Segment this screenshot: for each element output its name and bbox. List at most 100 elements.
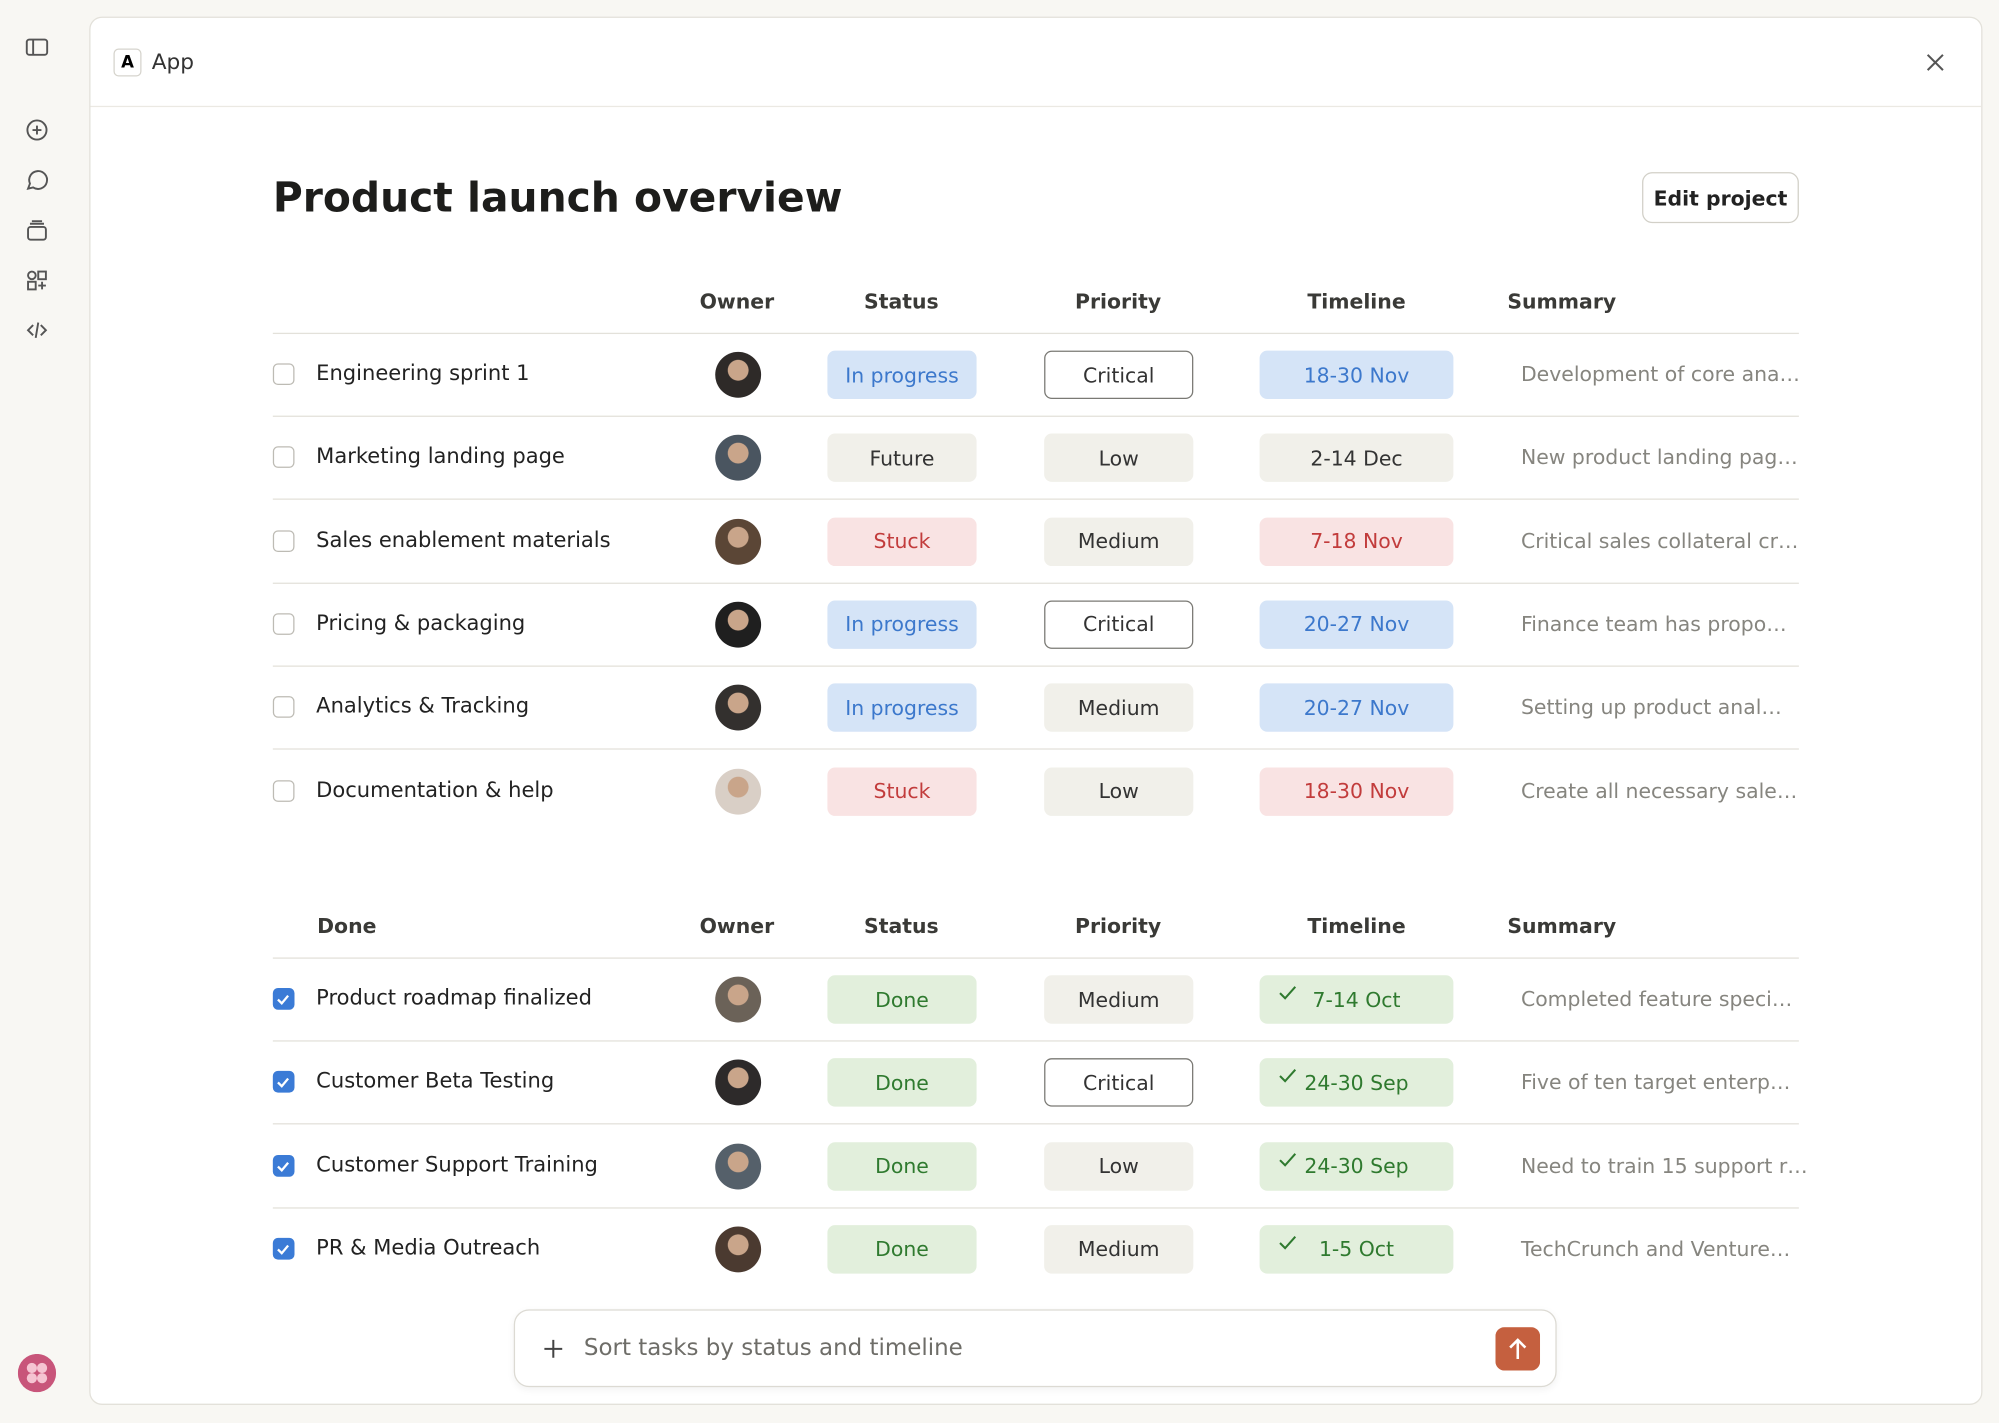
- task-name: Documentation & help: [316, 777, 554, 802]
- task-name: Customer Beta Testing: [316, 1068, 555, 1093]
- task-checkbox[interactable]: [272, 988, 295, 1010]
- page-title: Product launch overview: [272, 173, 843, 222]
- timeline-text: 20-27 Nov: [1303, 695, 1410, 720]
- task-summary: Create all necessary sale…: [1520, 778, 1798, 803]
- artifacts-icon[interactable]: [24, 268, 49, 293]
- owner-avatar: [715, 976, 762, 1023]
- check: [277, 1244, 290, 1255]
- status-pill: Done: [827, 1058, 977, 1107]
- owner-avatar: [715, 1226, 762, 1273]
- task-name: Customer Support Training: [316, 1151, 598, 1177]
- column-header: Priority: [1075, 289, 1162, 314]
- priority-pill: Critical: [1044, 1058, 1194, 1107]
- done-check: [1279, 1069, 1297, 1083]
- row-divider: [272, 1206, 1799, 1209]
- column-header: Status: [864, 914, 939, 939]
- priority-pill: Critical: [1044, 600, 1194, 649]
- task-checkbox[interactable]: [272, 1154, 295, 1177]
- close-button[interactable]: [1924, 51, 1947, 74]
- status-pill: In progress: [827, 350, 977, 400]
- task-checkbox[interactable]: [272, 1237, 295, 1260]
- task-summary: Setting up product anal…: [1520, 695, 1782, 720]
- priority-pill: Critical: [1044, 350, 1194, 400]
- column-header: Owner: [699, 914, 775, 939]
- status-pill: Stuck: [827, 517, 977, 566]
- task-checkbox[interactable]: [272, 446, 295, 469]
- timeline-text: 18-30 Nov: [1303, 778, 1410, 804]
- status-pill: In progress: [827, 683, 977, 733]
- timeline-pill: 2-14 Dec: [1259, 433, 1454, 483]
- timeline-text: 24-30 Sep: [1304, 1153, 1409, 1179]
- task-summary: Completed feature speci…: [1520, 986, 1793, 1011]
- status-pill: Done: [827, 1225, 977, 1274]
- priority-pill: Low: [1044, 433, 1194, 483]
- task-summary: Development of core ana…: [1520, 362, 1800, 387]
- send-button[interactable]: [1495, 1327, 1541, 1371]
- task-checkbox[interactable]: [272, 696, 295, 719]
- app-badge: A: [113, 48, 142, 77]
- task-summary: Critical sales collateral cr…: [1520, 528, 1799, 553]
- timeline-pill: 18-30 Nov: [1259, 766, 1454, 816]
- priority-pill: Low: [1044, 766, 1194, 816]
- timeline-text: 7-18 Nov: [1310, 529, 1403, 554]
- header-divider: [90, 105, 1982, 108]
- task-name: Pricing & packaging: [316, 610, 526, 635]
- chats-icon[interactable]: [24, 167, 49, 192]
- column-header: Owner: [699, 289, 775, 314]
- row-divider: [272, 498, 1799, 501]
- timeline-pill: 18-30 Nov: [1259, 350, 1454, 400]
- header-divider: [272, 332, 1799, 335]
- owner-avatar: [715, 351, 762, 398]
- user-avatar[interactable]: [17, 1353, 57, 1393]
- check: [277, 1161, 290, 1172]
- status-pill: In progress: [827, 600, 977, 649]
- task-checkbox[interactable]: [272, 363, 295, 386]
- add-icon[interactable]: [542, 1337, 565, 1360]
- status-pill: Stuck: [827, 766, 977, 816]
- task-summary: Need to train 15 support r…: [1520, 1153, 1808, 1178]
- timeline-text: 24-30 Sep: [1304, 1070, 1409, 1095]
- priority-pill: Medium: [1044, 517, 1194, 566]
- task-summary: Finance team has propo…: [1520, 611, 1787, 637]
- column-header: Timeline: [1307, 289, 1406, 314]
- row-divider: [272, 1040, 1799, 1042]
- owner-avatar: [715, 601, 762, 648]
- header-divider: [272, 957, 1799, 959]
- task-checkbox[interactable]: [272, 529, 295, 552]
- column-header: Timeline: [1307, 914, 1406, 939]
- task-summary: New product landing pag…: [1520, 445, 1798, 470]
- new-chat-icon[interactable]: [24, 117, 49, 142]
- prompt-box[interactable]: Sort tasks by status and timeline: [513, 1309, 1557, 1388]
- owner-avatar: [715, 768, 762, 815]
- timeline-pill: 20-27 Nov: [1259, 683, 1454, 733]
- task-checkbox[interactable]: [272, 613, 295, 635]
- code-icon[interactable]: [24, 317, 49, 342]
- task-name: Marketing landing page: [316, 444, 565, 469]
- edit-project-button[interactable]: Edit project: [1642, 172, 1799, 224]
- task-checkbox[interactable]: [272, 1071, 295, 1093]
- status-pill: Done: [827, 975, 977, 1024]
- priority-pill: Medium: [1044, 1225, 1194, 1274]
- sidebar-toggle[interactable]: [24, 34, 49, 59]
- timeline-pill: 7-18 Nov: [1259, 517, 1454, 566]
- done-check: [1279, 1152, 1297, 1167]
- column-header: Summary: [1507, 914, 1617, 939]
- status-pill: Future: [827, 433, 977, 483]
- task-name: Engineering sprint 1: [316, 360, 530, 386]
- owner-avatar: [715, 1143, 762, 1189]
- owner-avatar: [715, 435, 762, 482]
- timeline-text: 18-30 Nov: [1303, 362, 1410, 387]
- task-summary: TechCrunch and Venture…: [1520, 1236, 1791, 1261]
- timeline-pill: 24-30 Sep: [1259, 1141, 1454, 1191]
- projects-icon[interactable]: [24, 218, 49, 243]
- timeline-pill: 7-14 Oct: [1259, 975, 1454, 1024]
- artifact-panel: A App: [89, 16, 1983, 1405]
- priority-pill: Medium: [1044, 683, 1194, 733]
- task-name: PR & Media Outreach: [316, 1235, 541, 1260]
- task-checkbox[interactable]: [272, 779, 295, 802]
- prompt-placeholder: Sort tasks by status and timeline: [583, 1334, 963, 1362]
- task-name: Sales enablement materials: [316, 527, 611, 552]
- check: [277, 994, 290, 1006]
